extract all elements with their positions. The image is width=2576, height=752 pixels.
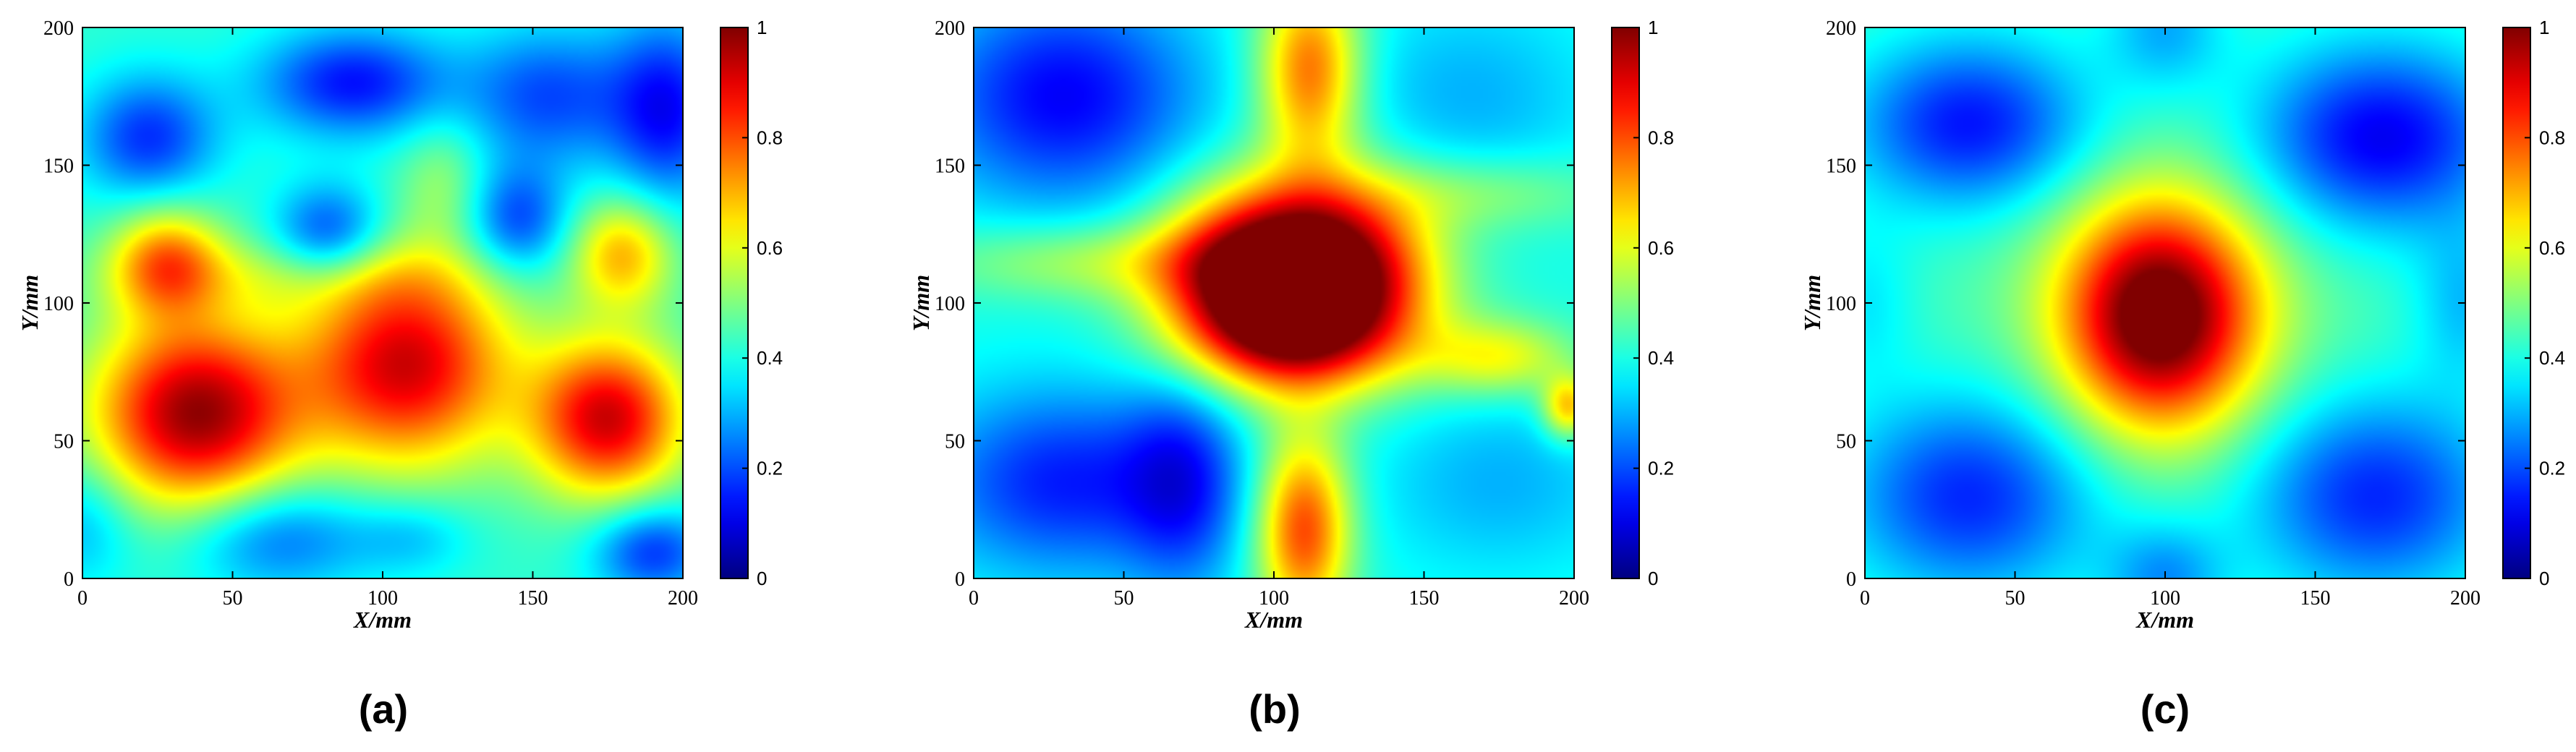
y-tick-label: 150 bbox=[935, 155, 965, 178]
x-tick-label: 100 bbox=[1259, 587, 1289, 610]
y-tick-label: 50 bbox=[1836, 431, 1856, 453]
colorbar-tick-label: 0.6 bbox=[2539, 237, 2565, 259]
x-tick-label: 50 bbox=[1114, 587, 1134, 610]
y-tick-label: 0 bbox=[64, 568, 74, 591]
colorbar-tick-label: 1 bbox=[757, 17, 767, 38]
x-tick-label: 150 bbox=[1409, 587, 1440, 610]
x-tick-label: 100 bbox=[2150, 587, 2180, 610]
y-tick-label: 200 bbox=[43, 17, 74, 40]
x-tick-label: 0 bbox=[969, 587, 979, 610]
y-tick-label: 0 bbox=[955, 568, 965, 591]
heatmap-panel-2: 0 50 100 150 200050100150200X/mmY/mm00.20.40… bbox=[908, 17, 1674, 732]
x-tick-label: 150 bbox=[518, 587, 548, 610]
x-axis-title: X/mm bbox=[2135, 607, 2194, 633]
colorbar-tick-label: 0 bbox=[757, 568, 767, 589]
colorbar-tick-label: 0.4 bbox=[757, 347, 783, 369]
x-axis-title: X/mm bbox=[1244, 607, 1303, 633]
colorbar: 0 0.2 0.4 0.6 0.8 1 bbox=[2502, 17, 2565, 589]
colorbar-tick-label: 0.6 bbox=[1648, 237, 1674, 259]
colorbar-tick-label: 0.4 bbox=[2539, 347, 2565, 369]
x-tick-label: 200 bbox=[1559, 587, 1589, 610]
panel-label: (b) bbox=[1249, 686, 1301, 732]
y-tick-label: 50 bbox=[945, 431, 965, 453]
x-tick-label: 200 bbox=[668, 587, 698, 610]
colorbar-tick-label: 0 bbox=[1648, 568, 1658, 589]
y-tick-label: 100 bbox=[935, 293, 965, 315]
x-tick-label: 200 bbox=[2450, 587, 2481, 610]
colorbar-tick-label: 0.2 bbox=[2539, 458, 2565, 479]
x-tick-label: 50 bbox=[2005, 587, 2025, 610]
colorbar-tick-label: 0.2 bbox=[1648, 458, 1674, 479]
y-axis-title: Y/mm bbox=[1799, 275, 1825, 331]
y-tick-label: 150 bbox=[1826, 155, 1856, 178]
heatmap-panel-1: 0 50 100 150 200050100150200X/mmY/mm00.20.40… bbox=[17, 17, 783, 732]
colorbar-tick-label: 0.4 bbox=[1648, 347, 1674, 369]
x-tick-label: 150 bbox=[2300, 587, 2331, 610]
x-tick-label: 0 bbox=[77, 587, 88, 610]
x-axis-title: X/mm bbox=[353, 607, 412, 633]
y-tick-label: 0 bbox=[1846, 568, 1856, 591]
y-tick-label: 150 bbox=[43, 155, 74, 178]
y-axis-title: Y/mm bbox=[17, 275, 43, 331]
x-tick-label: 100 bbox=[367, 587, 398, 610]
y-tick-label: 100 bbox=[1826, 293, 1856, 315]
y-tick-label: 50 bbox=[54, 431, 74, 453]
y-tick-label: 100 bbox=[43, 293, 74, 315]
colorbar: 0 0.2 0.4 0.6 0.8 1 bbox=[1611, 17, 1674, 589]
colorbar: 0 0.2 0.4 0.6 0.8 1 bbox=[720, 17, 783, 589]
heatmap-panel-3: 0 50 100 150 200050100150200X/mmY/mm00.20.40… bbox=[1799, 17, 2565, 732]
colorbar-tick-label: 0.6 bbox=[757, 237, 783, 259]
panel-label: (c) bbox=[2141, 686, 2190, 732]
colorbar-gradient bbox=[720, 27, 749, 579]
x-tick-label: 50 bbox=[223, 587, 243, 610]
y-tick-label: 200 bbox=[935, 17, 965, 40]
colorbar-tick-label: 0.8 bbox=[2539, 127, 2565, 148]
colorbar-tick-label: 0.8 bbox=[757, 127, 783, 148]
y-tick-label: 200 bbox=[1826, 17, 1856, 40]
panel-label: (a) bbox=[359, 686, 408, 732]
colorbar-tick-label: 1 bbox=[2539, 17, 2549, 38]
heatmap-image bbox=[974, 27, 1574, 578]
heatmap-image bbox=[82, 27, 683, 578]
colorbar-tick-label: 0 bbox=[2539, 568, 2549, 589]
x-tick-label: 0 bbox=[1860, 587, 1870, 610]
colorbar-tick-label: 0.2 bbox=[757, 458, 783, 479]
colorbar-gradient bbox=[2502, 27, 2531, 579]
colorbar-gradient bbox=[1611, 27, 1640, 579]
colorbar-tick-label: 0.8 bbox=[1648, 127, 1674, 148]
colorbar-tick-label: 1 bbox=[1648, 17, 1658, 38]
heatmap-image bbox=[1865, 27, 2465, 578]
y-axis-title: Y/mm bbox=[908, 275, 934, 331]
